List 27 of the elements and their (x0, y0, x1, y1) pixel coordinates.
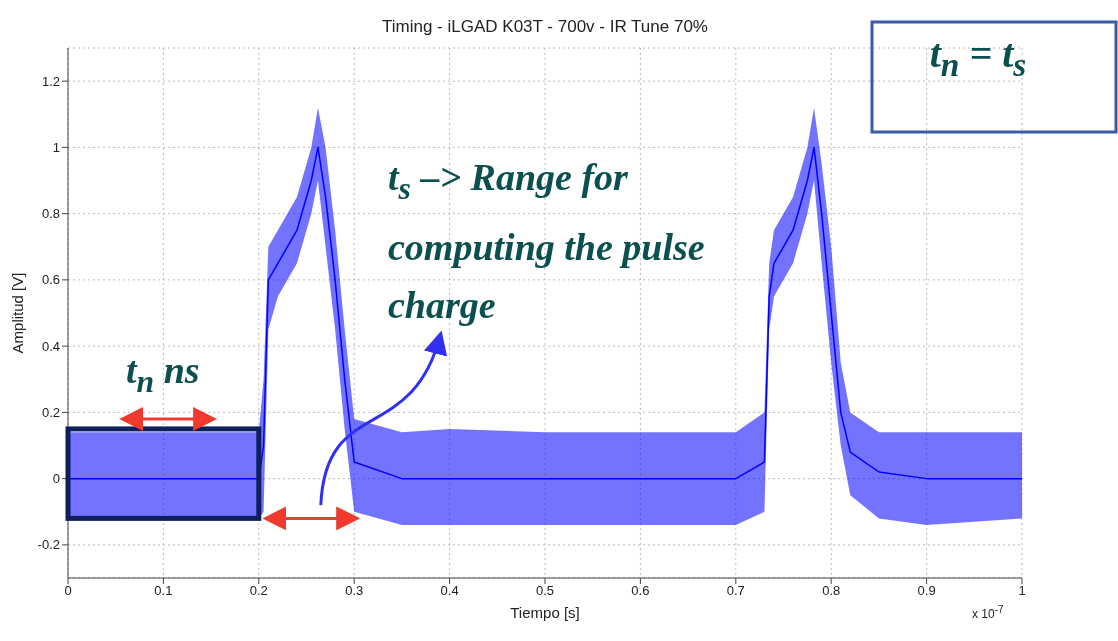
x-tick-label: 0.9 (917, 583, 936, 599)
chart-title: Timing - iLGAD K03T - 700v - IR Tune 70% (382, 17, 708, 36)
y-tick-label: 0.6 (41, 272, 60, 288)
y-tick-label: 0 (52, 471, 60, 487)
x-tick-label: 0.8 (822, 583, 841, 599)
y-tick-label: 0.8 (41, 206, 60, 222)
y-tick-label: -0.2 (37, 537, 60, 553)
x-tick-label: 0.4 (440, 583, 459, 599)
y-tick-label: 1.2 (41, 73, 60, 89)
y-tick-label: 0.4 (41, 338, 60, 354)
y-axis-title: Amplitud [V] (9, 272, 27, 354)
x-tick-label: 0.2 (249, 583, 268, 599)
line-series (68, 146, 1022, 480)
annotation: t$_{n}$ = t$_{s}$ (928, 30, 1028, 84)
x-tick-label: 0 (64, 583, 72, 599)
x-tick-label: 0.6 (631, 583, 650, 599)
x-axis-title: Tiempo [s] (510, 604, 580, 621)
x-tick-label: 0.3 (345, 583, 364, 599)
annotation: t$_{n}$ ns (126, 348, 200, 400)
y-tick-label: 0.2 (41, 404, 60, 420)
x-tick-label: 1 (1018, 583, 1026, 599)
x-tick-label: 0.5 (535, 583, 555, 599)
x-tick-label: 0.1 (154, 583, 173, 599)
annotation: t$_{s}$ –> Range for computing the pulse charge (388, 155, 706, 328)
text: x 10$^{-7}$ (972, 604, 1004, 621)
y-tick-label: 1 (52, 139, 60, 155)
x-tick-label: 0.7 (726, 583, 745, 599)
